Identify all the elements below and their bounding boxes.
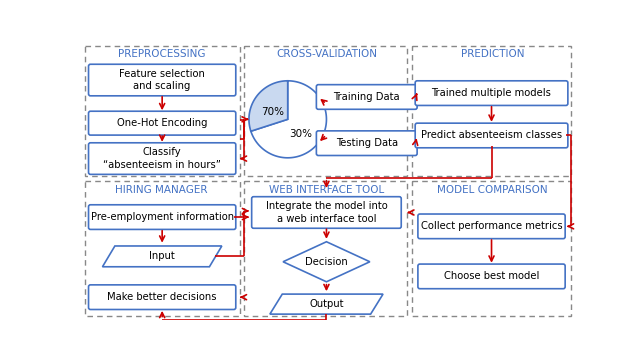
Text: Trained multiple models: Trained multiple models [431,88,552,98]
FancyBboxPatch shape [88,205,236,229]
Bar [84,181,239,316]
FancyBboxPatch shape [418,214,565,239]
Text: 30%: 30% [289,129,312,139]
FancyBboxPatch shape [316,131,417,155]
Text: Classify
“absenteeism in hours”: Classify “absenteeism in hours” [103,148,221,170]
Text: Testing Data: Testing Data [336,138,398,148]
Text: Feature selection
and scaling: Feature selection and scaling [119,69,205,91]
FancyBboxPatch shape [88,143,236,174]
Text: Collect performance metrics: Collect performance metrics [420,222,563,231]
Text: Pre-employment information: Pre-employment information [91,212,234,222]
Text: Integrate the model into
a web interface tool: Integrate the model into a web interface… [266,201,387,224]
Bar [412,181,572,316]
Text: PREDICTION: PREDICTION [461,49,524,59]
Text: CROSS-VALIDATION: CROSS-VALIDATION [276,49,377,59]
Bar [412,46,572,176]
FancyBboxPatch shape [415,81,568,106]
Text: Output: Output [309,299,344,309]
Text: Predict absenteeism classes: Predict absenteeism classes [421,130,562,140]
FancyBboxPatch shape [88,64,236,96]
FancyBboxPatch shape [88,111,236,135]
FancyBboxPatch shape [415,123,568,148]
Polygon shape [102,246,222,267]
Polygon shape [270,294,383,314]
Bar [244,181,407,316]
FancyBboxPatch shape [88,285,236,309]
Text: WEB INTERFACE TOOL: WEB INTERFACE TOOL [269,185,384,195]
Text: Input: Input [149,251,175,261]
Bar [84,46,239,176]
Text: Decision: Decision [305,257,348,267]
FancyBboxPatch shape [252,197,401,228]
Text: Training Data: Training Data [333,92,400,102]
Polygon shape [251,81,326,158]
Text: One-Hot Encoding: One-Hot Encoding [117,118,207,128]
Text: Choose best model: Choose best model [444,271,540,281]
FancyBboxPatch shape [316,85,417,109]
Polygon shape [249,81,288,131]
Polygon shape [283,242,370,282]
Text: Make better decisions: Make better decisions [108,292,217,302]
FancyBboxPatch shape [418,264,565,289]
Text: HIRING MANAGER: HIRING MANAGER [115,185,207,195]
Text: PREPROCESSING: PREPROCESSING [118,49,205,59]
Bar [244,46,407,176]
Text: MODEL COMPARISON: MODEL COMPARISON [437,185,548,195]
Text: 70%: 70% [260,107,284,117]
